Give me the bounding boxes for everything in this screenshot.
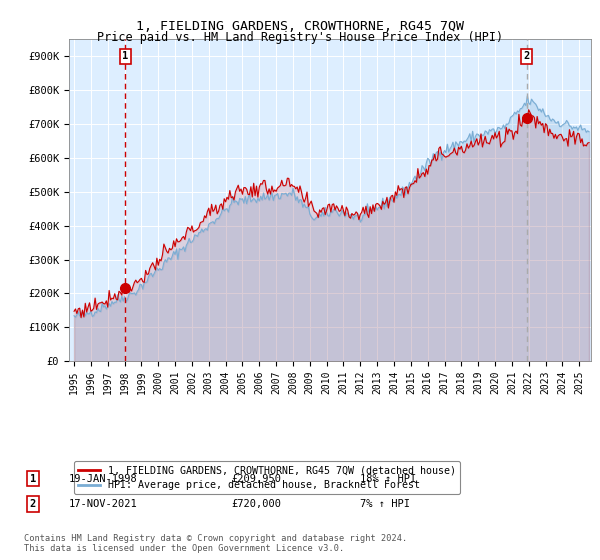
Text: 19-JAN-1998: 19-JAN-1998 xyxy=(69,474,138,484)
Text: Price paid vs. HM Land Registry's House Price Index (HPI): Price paid vs. HM Land Registry's House … xyxy=(97,31,503,44)
Text: 17-NOV-2021: 17-NOV-2021 xyxy=(69,499,138,509)
Text: 2: 2 xyxy=(524,51,530,61)
Text: 1: 1 xyxy=(122,51,128,61)
Text: 1, FIELDING GARDENS, CROWTHORNE, RG45 7QW: 1, FIELDING GARDENS, CROWTHORNE, RG45 7Q… xyxy=(136,20,464,32)
Text: 18% ↑ HPI: 18% ↑ HPI xyxy=(360,474,416,484)
Text: 7% ↑ HPI: 7% ↑ HPI xyxy=(360,499,410,509)
Text: £209,950: £209,950 xyxy=(231,474,281,484)
Text: Contains HM Land Registry data © Crown copyright and database right 2024.
This d: Contains HM Land Registry data © Crown c… xyxy=(24,534,407,553)
Legend: 1, FIELDING GARDENS, CROWTHORNE, RG45 7QW (detached house), HPI: Average price, : 1, FIELDING GARDENS, CROWTHORNE, RG45 7Q… xyxy=(74,461,460,494)
Text: 2: 2 xyxy=(30,499,36,509)
Text: 1: 1 xyxy=(30,474,36,484)
Text: £720,000: £720,000 xyxy=(231,499,281,509)
